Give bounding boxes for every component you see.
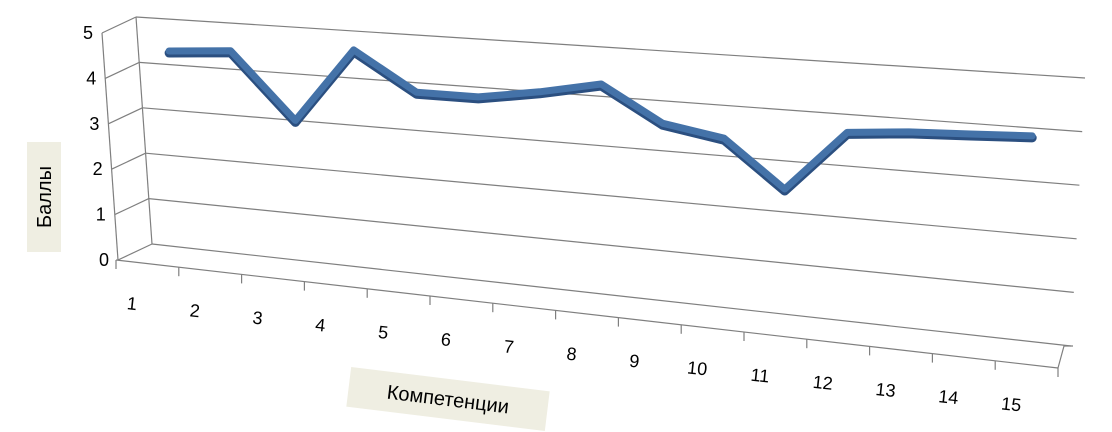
y-tick-label: 5 — [83, 23, 93, 43]
x-axis-title-box — [346, 366, 550, 432]
y-axis-title-text: Баллы — [34, 166, 56, 228]
gridline — [148, 198, 1074, 293]
x-tick-label: 1 — [126, 293, 138, 314]
x-tick-label: 11 — [750, 365, 771, 387]
gridline — [145, 152, 1077, 240]
data-point — [538, 90, 542, 94]
gridline — [135, 16, 1086, 79]
back-wall-edge — [135, 16, 153, 245]
side-wall-gridline — [104, 61, 140, 79]
x-tick-labels: 1 2 3 4 5 6 7 8 9 10 11 12 13 14 15 — [126, 293, 1022, 415]
data-point — [293, 118, 297, 122]
data-point — [352, 48, 356, 52]
series-line — [165, 46, 1036, 193]
side-wall-gridline — [114, 198, 150, 216]
data-point — [476, 95, 480, 99]
series-lines — [164, 46, 1037, 196]
x-tick-label: 3 — [252, 308, 264, 329]
data-point — [167, 49, 171, 53]
x-tick-label: 9 — [628, 351, 640, 372]
side-wall-edge — [101, 32, 119, 261]
y-tick-label: 1 — [96, 205, 106, 225]
y-tick-label: 4 — [86, 68, 96, 88]
y-tick-label: 2 — [93, 159, 103, 179]
x-tick-label: 8 — [566, 344, 578, 365]
gridline — [151, 243, 1072, 347]
data-point — [1030, 134, 1034, 138]
data-point — [907, 130, 911, 134]
side-wall-gridline — [111, 152, 146, 170]
data-point — [722, 136, 726, 140]
x-tick-label: 4 — [314, 315, 326, 336]
gridline — [142, 107, 1080, 186]
y-tick-label: 0 — [99, 250, 109, 270]
x-tick-label: 10 — [686, 357, 708, 379]
data-point — [969, 132, 973, 136]
data-point — [599, 82, 603, 86]
y-tick-label: 3 — [89, 114, 99, 134]
x-tick-label: 14 — [937, 386, 959, 408]
data-point — [415, 90, 419, 94]
floor-corner — [1057, 345, 1073, 369]
side-wall-gridline — [108, 107, 143, 125]
data-point — [229, 49, 233, 53]
axes — [101, 16, 1073, 377]
y-axis-title: Баллы — [27, 142, 61, 252]
x-axis-line — [115, 259, 1059, 369]
data-point — [783, 187, 787, 191]
x-tick-label: 15 — [1000, 393, 1022, 415]
side-wall-gridline — [101, 16, 137, 34]
data-point — [845, 130, 849, 134]
x-axis-title: Компетенции — [346, 366, 550, 432]
x-tick-label: 7 — [503, 336, 515, 357]
y-axis-title-box — [27, 142, 61, 252]
side-wall-gridline — [117, 243, 153, 261]
x-tick-label: 13 — [875, 379, 897, 401]
x-tick-label: 6 — [440, 329, 452, 350]
y-tick-labels: 0 1 2 3 4 5 — [83, 23, 109, 270]
x-tick-label: 5 — [377, 322, 389, 343]
x-tick-label: 2 — [189, 300, 201, 321]
x-tick-label: 12 — [812, 372, 834, 394]
data-point — [661, 121, 665, 125]
